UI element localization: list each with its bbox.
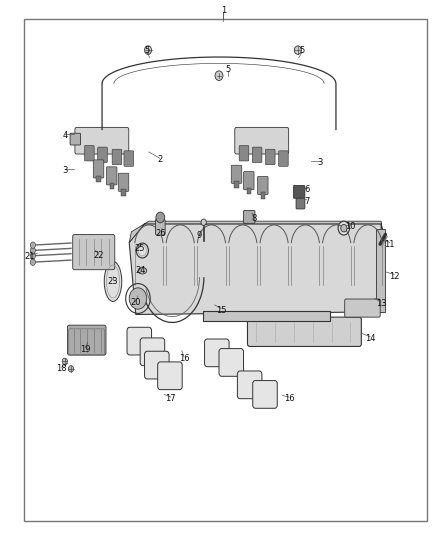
- Ellipse shape: [104, 262, 122, 302]
- Bar: [96, 176, 101, 182]
- Circle shape: [68, 366, 74, 372]
- Text: 23: 23: [108, 277, 118, 286]
- Circle shape: [30, 247, 35, 254]
- Text: 16: 16: [284, 394, 294, 403]
- Circle shape: [215, 71, 223, 80]
- Text: 11: 11: [385, 240, 395, 248]
- FancyBboxPatch shape: [279, 151, 288, 166]
- Text: 13: 13: [376, 300, 386, 308]
- Circle shape: [341, 224, 347, 232]
- FancyBboxPatch shape: [118, 173, 129, 191]
- Text: 5: 5: [300, 46, 305, 55]
- FancyBboxPatch shape: [85, 146, 94, 161]
- FancyBboxPatch shape: [258, 176, 268, 195]
- FancyBboxPatch shape: [345, 299, 380, 317]
- Text: 3: 3: [62, 166, 67, 175]
- FancyBboxPatch shape: [293, 185, 305, 198]
- Text: 5: 5: [144, 46, 149, 55]
- FancyBboxPatch shape: [106, 167, 117, 185]
- Ellipse shape: [138, 268, 147, 274]
- FancyBboxPatch shape: [112, 149, 122, 165]
- Text: 12: 12: [389, 272, 399, 280]
- FancyBboxPatch shape: [244, 211, 255, 223]
- Text: 16: 16: [179, 354, 189, 362]
- Text: 26: 26: [156, 229, 166, 238]
- FancyBboxPatch shape: [127, 327, 152, 355]
- Bar: [121, 189, 126, 196]
- Text: 14: 14: [365, 334, 375, 343]
- FancyBboxPatch shape: [124, 151, 134, 166]
- FancyBboxPatch shape: [158, 362, 182, 390]
- Text: 2: 2: [157, 156, 162, 164]
- FancyBboxPatch shape: [231, 165, 242, 183]
- FancyBboxPatch shape: [93, 160, 104, 178]
- Circle shape: [30, 259, 35, 265]
- Text: 18: 18: [56, 365, 67, 373]
- Circle shape: [156, 212, 165, 223]
- Text: 10: 10: [345, 222, 356, 231]
- FancyBboxPatch shape: [296, 198, 305, 209]
- FancyBboxPatch shape: [98, 147, 107, 163]
- FancyBboxPatch shape: [235, 127, 289, 154]
- Bar: [234, 181, 239, 188]
- FancyBboxPatch shape: [247, 317, 361, 346]
- Circle shape: [62, 358, 67, 365]
- Polygon shape: [129, 221, 385, 243]
- Circle shape: [145, 46, 152, 54]
- FancyBboxPatch shape: [205, 339, 229, 367]
- Text: 20: 20: [131, 298, 141, 307]
- Circle shape: [30, 242, 35, 248]
- Text: 3: 3: [317, 158, 322, 167]
- Circle shape: [129, 288, 147, 309]
- Text: 15: 15: [216, 306, 226, 314]
- Text: 6: 6: [304, 185, 309, 193]
- Bar: [247, 188, 251, 194]
- FancyBboxPatch shape: [239, 146, 249, 161]
- Bar: [203, 311, 330, 321]
- FancyBboxPatch shape: [219, 349, 244, 376]
- FancyBboxPatch shape: [67, 325, 106, 355]
- FancyBboxPatch shape: [252, 147, 262, 163]
- FancyBboxPatch shape: [253, 381, 277, 408]
- Text: 4: 4: [62, 132, 67, 140]
- FancyBboxPatch shape: [237, 371, 262, 399]
- Bar: [376, 229, 385, 312]
- Text: 17: 17: [166, 394, 176, 403]
- Text: 1: 1: [221, 6, 226, 15]
- Text: 21: 21: [25, 253, 35, 261]
- Text: 7: 7: [304, 197, 309, 206]
- Circle shape: [30, 253, 35, 259]
- Circle shape: [138, 245, 147, 256]
- Text: 5: 5: [225, 65, 230, 74]
- FancyBboxPatch shape: [155, 219, 165, 235]
- FancyBboxPatch shape: [140, 338, 165, 366]
- Text: 8: 8: [251, 214, 257, 223]
- FancyBboxPatch shape: [70, 133, 81, 145]
- Text: 9: 9: [197, 231, 202, 240]
- FancyBboxPatch shape: [244, 172, 254, 190]
- Text: 24: 24: [135, 266, 145, 275]
- Polygon shape: [129, 224, 385, 314]
- Text: 25: 25: [134, 245, 145, 253]
- Bar: [110, 183, 114, 189]
- Text: 19: 19: [80, 345, 91, 353]
- Bar: [261, 192, 265, 199]
- Circle shape: [294, 46, 301, 54]
- FancyBboxPatch shape: [145, 351, 169, 379]
- Text: 22: 22: [93, 252, 104, 260]
- Circle shape: [338, 221, 350, 235]
- FancyBboxPatch shape: [265, 149, 275, 165]
- FancyBboxPatch shape: [73, 235, 115, 270]
- Circle shape: [201, 219, 206, 225]
- FancyBboxPatch shape: [75, 127, 129, 154]
